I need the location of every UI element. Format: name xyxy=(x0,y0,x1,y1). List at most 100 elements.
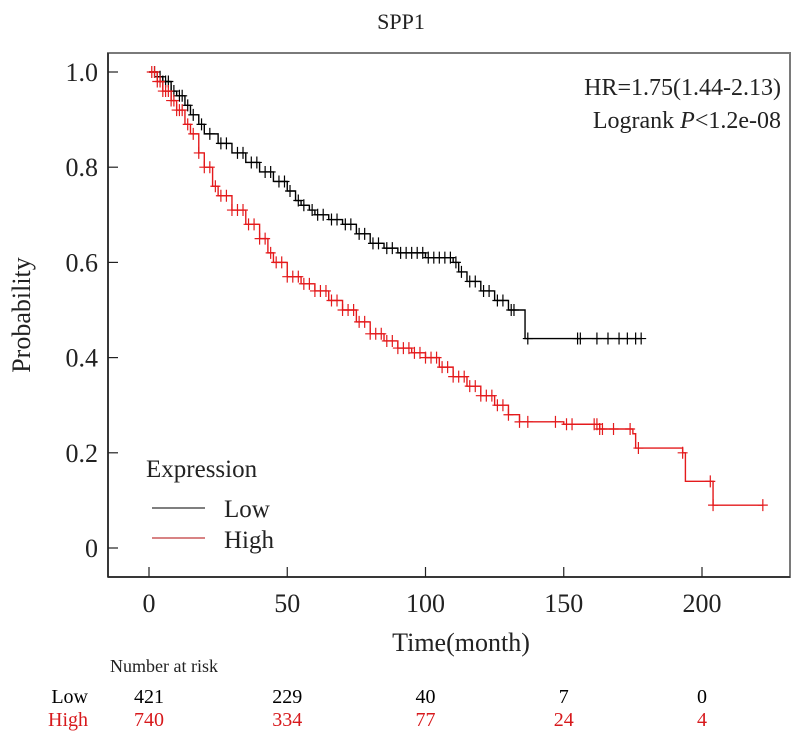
censor-mark-high xyxy=(293,270,304,283)
x-tick-label: 150 xyxy=(544,589,583,618)
y-tick-label: 0.6 xyxy=(66,248,99,277)
censor-mark-low xyxy=(182,99,193,112)
censor-mark-high xyxy=(633,442,644,455)
censor-mark-high xyxy=(149,66,160,78)
x-axis-label: Time(month) xyxy=(392,628,530,657)
x-tick-label: 100 xyxy=(406,589,445,618)
censor-mark-high xyxy=(414,346,425,359)
censor-mark-low xyxy=(445,251,456,264)
logrank-value: <1.2e-08 xyxy=(695,108,781,134)
censor-mark-high xyxy=(503,408,514,421)
censor-mark-high xyxy=(163,85,174,98)
censor-mark-low xyxy=(636,332,647,345)
censor-mark-low xyxy=(251,156,262,169)
censor-mark-high xyxy=(177,104,188,117)
censor-mark-high xyxy=(188,127,199,140)
censor-mark-high xyxy=(459,370,470,383)
censor-mark-low xyxy=(508,304,519,316)
censor-mark-high xyxy=(387,334,398,347)
y-axis-label: Probability xyxy=(7,257,36,373)
censor-mark-high xyxy=(431,351,442,364)
censor-mark-low xyxy=(204,127,215,140)
censor-mark-high xyxy=(348,304,359,316)
censor-mark-low xyxy=(373,237,384,250)
censor-mark-high xyxy=(265,246,276,259)
censor-mark-low xyxy=(345,218,356,231)
risk-count: 7 xyxy=(559,686,569,708)
censor-mark-high xyxy=(442,361,453,374)
censor-mark-low xyxy=(238,146,249,159)
risk-count: 24 xyxy=(554,709,574,731)
censor-mark-low xyxy=(484,284,495,297)
censor-mark-high xyxy=(567,418,578,431)
censor-mark-low xyxy=(196,118,207,131)
censor-mark-low xyxy=(387,242,398,255)
x-tick-label: 50 xyxy=(274,589,300,618)
x-ticks: 0 50 100 150 200 xyxy=(143,567,722,618)
axes xyxy=(107,52,791,578)
censor-mark-low xyxy=(575,332,586,345)
censor-mark-high xyxy=(486,389,497,402)
censor-mark-high xyxy=(403,342,414,355)
censor-mark-low xyxy=(285,185,296,197)
legend-label-low: Low xyxy=(224,496,270,523)
censor-mark-low xyxy=(293,194,304,207)
y-tick-label: 0.4 xyxy=(66,344,99,373)
y-tick-label: 0 xyxy=(85,534,98,563)
survival-line-low xyxy=(149,71,642,340)
censor-mark-low xyxy=(188,108,199,121)
chart-title: SPP1 xyxy=(377,9,425,34)
censor-mark-high xyxy=(359,315,370,328)
legend-title: Expression xyxy=(146,456,258,483)
y-tick-label: 1.0 xyxy=(66,58,99,87)
censor-mark-high xyxy=(304,277,315,290)
censor-mark-low xyxy=(265,165,276,178)
censor-mark-high xyxy=(597,423,608,435)
censor-mark-high xyxy=(470,380,481,393)
risk-count: 40 xyxy=(416,686,436,708)
censor-mark-high xyxy=(276,256,287,269)
censor-mark-high xyxy=(677,446,688,459)
censor-mark-low xyxy=(602,332,613,345)
censor-mark-low xyxy=(591,332,602,345)
censor-mark-high xyxy=(550,415,561,428)
censor-mark-high xyxy=(221,189,232,202)
survival-curves xyxy=(146,66,768,512)
censor-mark-high xyxy=(193,146,204,159)
y-tick-label: 0.2 xyxy=(66,439,99,468)
censor-mark-low xyxy=(307,204,318,217)
censor-mark-high xyxy=(155,75,166,88)
x-tick-label: 200 xyxy=(683,589,722,618)
censor-mark-low xyxy=(456,265,467,278)
censor-mark-high xyxy=(625,423,636,435)
censor-mark-high xyxy=(708,499,719,512)
curve-low xyxy=(149,66,647,345)
censor-mark-high xyxy=(238,204,249,217)
censor-mark-low xyxy=(470,275,481,288)
risk-count: 4 xyxy=(697,709,707,731)
x-tick-label: 0 xyxy=(143,589,156,618)
censor-mark-low xyxy=(417,246,428,259)
censor-mark-low xyxy=(497,294,508,307)
stats-annotation: HR=1.75(1.44-2.13) Logrank P<1.2e-08 xyxy=(584,75,781,134)
censor-mark-high xyxy=(705,475,716,488)
censor-mark-high xyxy=(497,399,508,412)
risk-count: 421 xyxy=(134,686,164,708)
censor-mark-low xyxy=(359,227,370,240)
censor-mark-high xyxy=(376,327,387,340)
y-ticks: 0 0.2 0.4 0.6 0.8 1.0 xyxy=(66,58,118,563)
legend-label-high: High xyxy=(224,527,275,554)
logrank-p-symbol: P xyxy=(679,108,695,134)
risk-count: 334 xyxy=(272,709,302,731)
logrank-prefix: Logrank xyxy=(593,108,680,134)
risk-row-label: Low xyxy=(51,686,88,708)
risk-count: 740 xyxy=(134,709,164,731)
risk-count: 0 xyxy=(697,686,707,708)
censor-mark-low xyxy=(279,175,290,188)
censor-mark-high xyxy=(182,118,193,131)
censor-mark-high xyxy=(320,284,331,297)
curve-high xyxy=(146,66,768,512)
risk-count: 77 xyxy=(416,709,436,731)
censor-mark-high xyxy=(204,161,215,174)
